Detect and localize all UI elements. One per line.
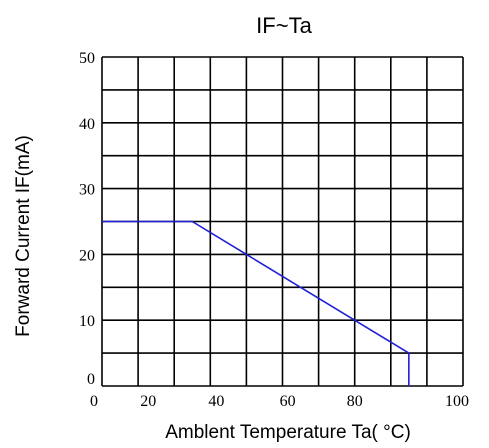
x-axis-label: Amblent Temperature Ta( °C) <box>165 422 411 443</box>
y-tick-label: 10 <box>79 313 95 330</box>
series-line <box>102 220 410 386</box>
x-tick-label: 100 <box>445 393 469 410</box>
y-tick-label: 30 <box>79 182 95 199</box>
x-tick-label: 40 <box>208 393 224 410</box>
y-tick-label: 50 <box>79 50 95 67</box>
tick-labels: 0 20 40 60 80 100 0 10 20 30 40 50 <box>79 50 469 410</box>
chart-title: IF~Ta <box>256 13 312 38</box>
x-tick-label: 0 <box>90 393 98 410</box>
plot-grid <box>101 56 464 387</box>
x-tick-label: 20 <box>140 393 156 410</box>
x-tick-label: 80 <box>347 393 363 410</box>
y-axis-label: Forward Current IF(mA) <box>13 135 34 337</box>
y-tick-label: 20 <box>79 247 95 264</box>
y-tick-label: 0 <box>87 371 95 388</box>
series-group <box>102 220 410 386</box>
y-tick-label: 40 <box>79 116 95 133</box>
x-tick-label: 60 <box>280 393 296 410</box>
